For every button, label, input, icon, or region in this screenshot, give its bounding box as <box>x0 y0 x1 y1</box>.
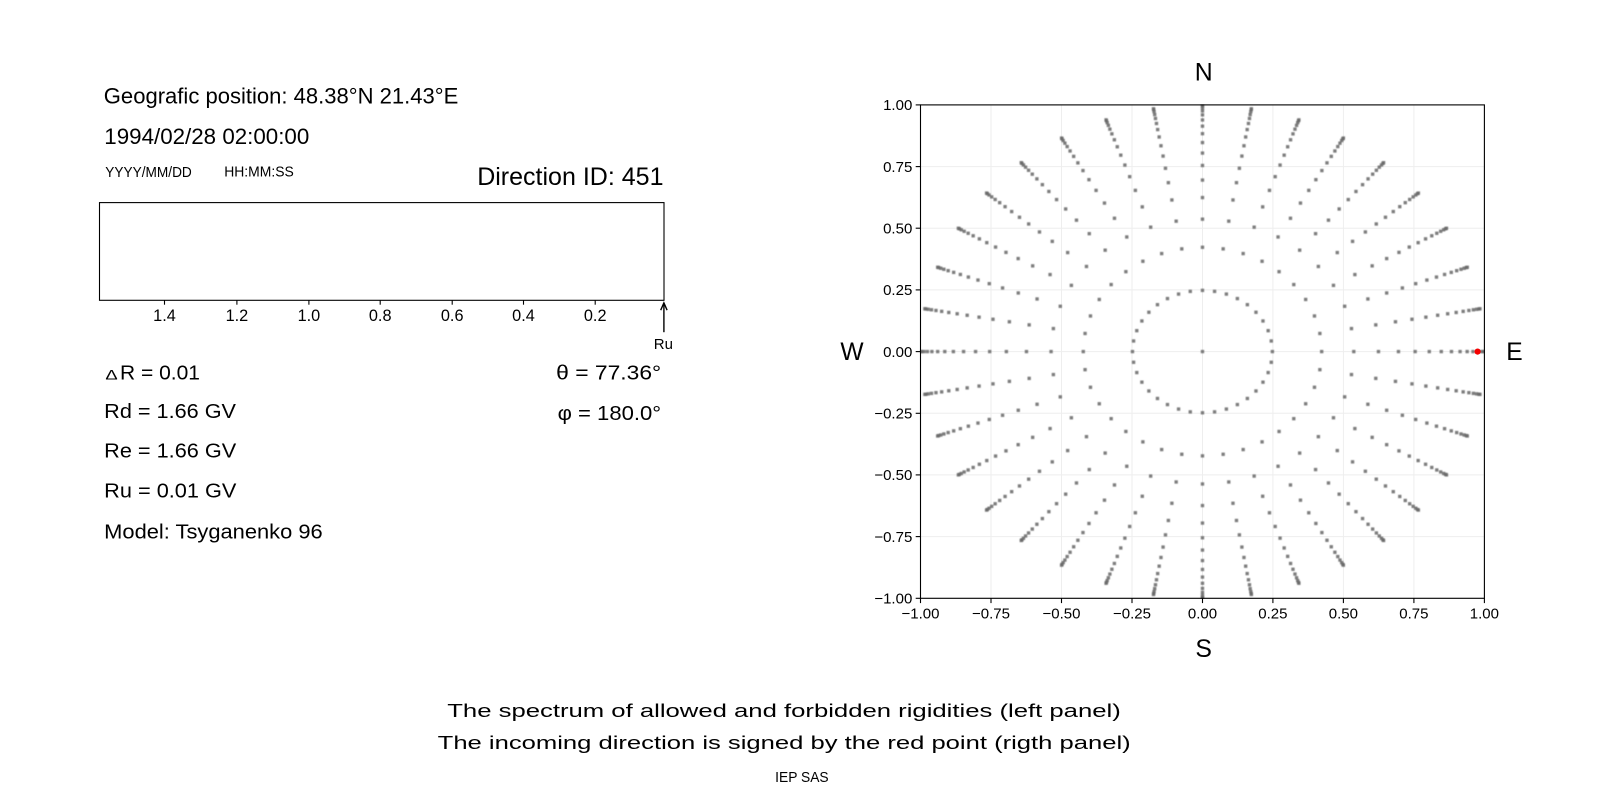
svg-text:−1.00: −1.00 <box>874 591 912 608</box>
svg-text:Rd = 1.66 GV: Rd = 1.66 GV <box>104 401 236 423</box>
svg-text:0.50: 0.50 <box>1329 605 1358 622</box>
svg-text:0.25: 0.25 <box>1258 605 1287 622</box>
svg-text:Model: Tsyganenko 96: Model: Tsyganenko 96 <box>104 522 323 544</box>
svg-text:0.4: 0.4 <box>512 307 535 325</box>
svg-text:−0.75: −0.75 <box>972 605 1010 622</box>
svg-text:Ru = 0.01 GV: Ru = 0.01 GV <box>104 481 237 503</box>
svg-text:1.00: 1.00 <box>883 97 912 114</box>
svg-text:S: S <box>1195 636 1212 663</box>
svg-text:−1.00: −1.00 <box>902 605 940 622</box>
svg-text:1.0: 1.0 <box>298 307 321 325</box>
svg-text:Direction ID: 451: Direction ID: 451 <box>477 163 663 191</box>
svg-text:The spectrum of allowed and fo: The spectrum of allowed and forbidden ri… <box>447 700 1121 721</box>
svg-text:0.50: 0.50 <box>883 220 912 237</box>
svg-text:1.2: 1.2 <box>226 307 249 325</box>
svg-text:The incoming direction is sign: The incoming direction is signed by the … <box>438 732 1131 753</box>
svg-text:0.00: 0.00 <box>1188 605 1217 622</box>
svg-text:−0.50: −0.50 <box>1043 605 1081 622</box>
svg-text:1.00: 1.00 <box>1470 605 1499 622</box>
svg-text:IEP SAS: IEP SAS <box>775 770 829 786</box>
svg-text:0.8: 0.8 <box>369 307 392 325</box>
svg-text:−0.25: −0.25 <box>874 406 912 423</box>
svg-text:1994/02/28 02:00:00: 1994/02/28 02:00:00 <box>104 124 309 149</box>
svg-text:−0.75: −0.75 <box>874 529 912 546</box>
svg-text:0.00: 0.00 <box>883 344 912 361</box>
svg-text:θ = 77.36°: θ = 77.36° <box>556 362 661 384</box>
svg-text:Ru: Ru <box>654 336 673 353</box>
svg-text:φ = 180.0°: φ = 180.0° <box>558 403 662 425</box>
svg-text:N: N <box>1195 59 1213 86</box>
svg-text:R = 0.01: R = 0.01 <box>120 363 200 385</box>
svg-text:0.6: 0.6 <box>441 307 464 325</box>
svg-text:Geografic position: 48.38°N 21: Geografic position: 48.38°N 21.43°E <box>104 84 459 109</box>
svg-text:W: W <box>840 339 864 366</box>
svg-text:1.4: 1.4 <box>153 307 176 325</box>
svg-text:E: E <box>1506 339 1522 366</box>
svg-text:HH:MM:SS: HH:MM:SS <box>224 165 294 181</box>
svg-text:YYYY/MM/DD: YYYY/MM/DD <box>105 165 192 181</box>
svg-text:−0.50: −0.50 <box>874 467 912 484</box>
svg-text:Δ: Δ <box>105 368 117 383</box>
svg-text:0.75: 0.75 <box>883 159 912 176</box>
svg-text:0.75: 0.75 <box>1399 605 1428 622</box>
svg-text:0.25: 0.25 <box>883 282 912 299</box>
svg-text:Re = 1.66 GV: Re = 1.66 GV <box>104 441 237 463</box>
svg-text:0.2: 0.2 <box>584 307 607 325</box>
svg-text:−0.25: −0.25 <box>1113 605 1151 622</box>
